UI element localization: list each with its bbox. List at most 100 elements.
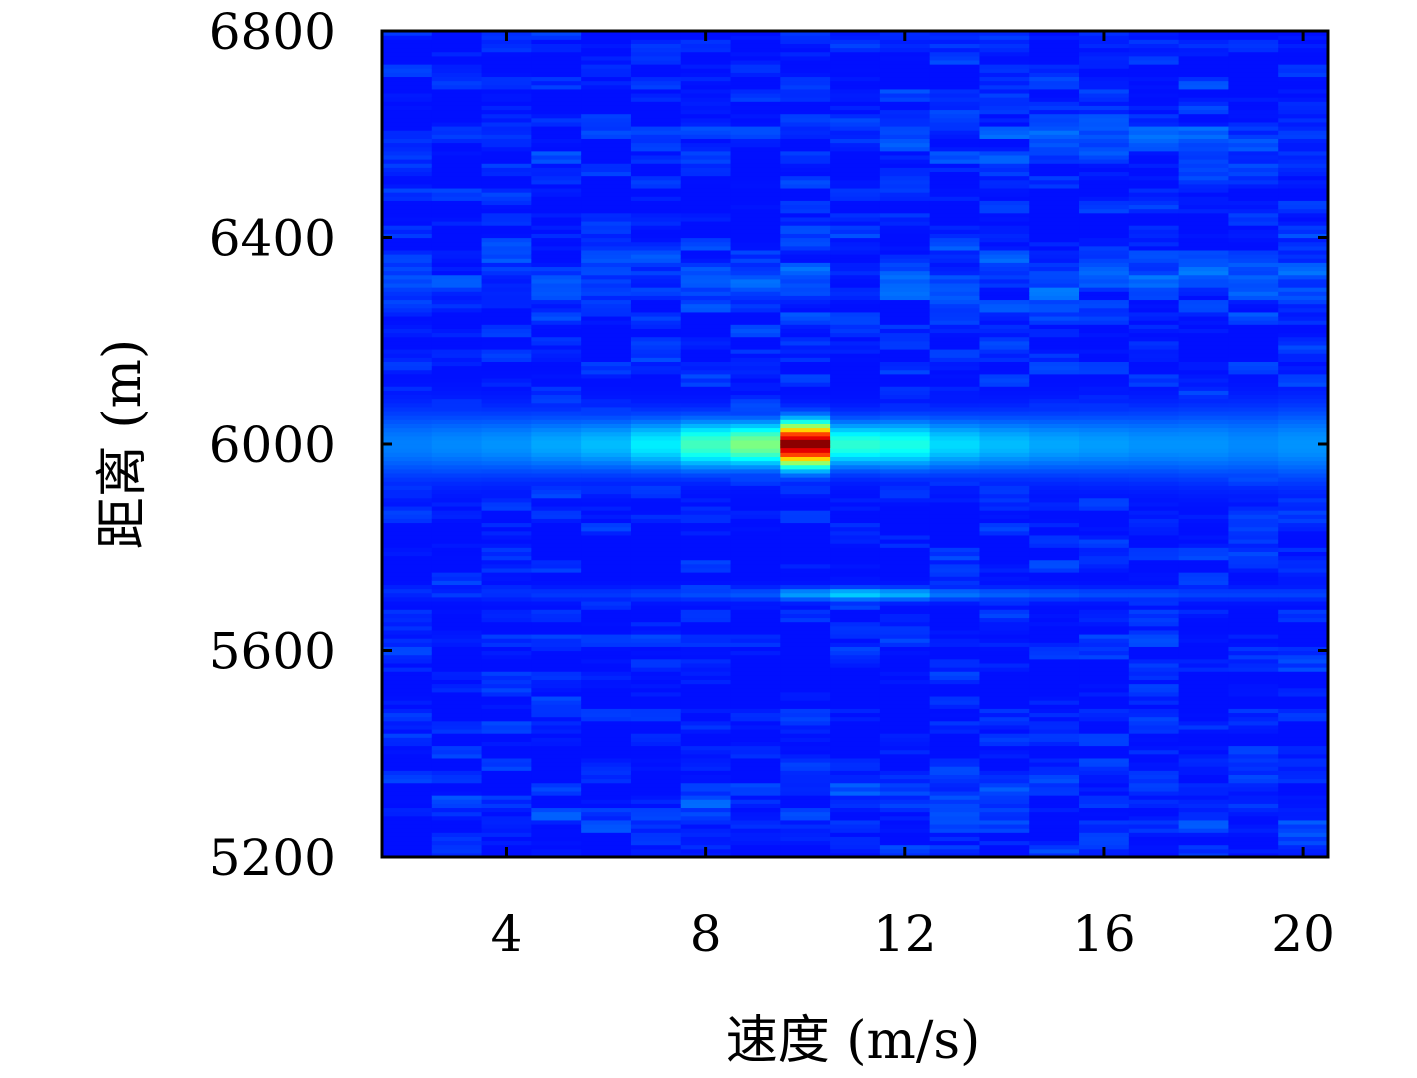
heatmap-cell xyxy=(979,646,1030,652)
heatmap-cell xyxy=(780,646,831,652)
heatmap-cell xyxy=(1079,377,1130,383)
heatmap-cell xyxy=(431,31,483,36)
heatmap-cell xyxy=(630,807,682,813)
heatmap-cell xyxy=(979,567,1030,573)
heatmap-cell xyxy=(680,514,732,519)
heatmap-cell xyxy=(382,572,433,577)
heatmap-cell xyxy=(1029,377,1080,383)
heatmap-cell xyxy=(979,807,1030,813)
heatmap-cell xyxy=(929,547,981,552)
heatmap-cell xyxy=(1029,72,1080,78)
heatmap-cell xyxy=(979,576,1030,581)
heatmap-cell xyxy=(1228,117,1279,123)
heatmap-cell xyxy=(879,667,931,672)
heatmap-cell xyxy=(1178,419,1230,424)
heatmap-cell xyxy=(730,823,781,829)
heatmap-cell xyxy=(630,340,682,346)
heatmap-cell xyxy=(1029,130,1080,135)
heatmap-cell xyxy=(730,278,781,284)
heatmap-cell xyxy=(1178,621,1230,627)
heatmap-cell xyxy=(979,633,1030,639)
heatmap-cell xyxy=(630,638,682,643)
heatmap-cell xyxy=(730,803,781,809)
heatmap-cell xyxy=(1278,555,1329,561)
heatmap-cell xyxy=(1178,270,1230,276)
heatmap-cell xyxy=(630,332,682,338)
heatmap-cell xyxy=(879,662,931,668)
heatmap-cell xyxy=(730,299,781,305)
heatmap-cell xyxy=(1228,270,1279,276)
heatmap-cell xyxy=(879,245,931,251)
heatmap-cell xyxy=(382,216,433,222)
heatmap-cell xyxy=(1029,295,1080,301)
heatmap-cell xyxy=(1178,415,1230,420)
heatmap-cell xyxy=(780,138,831,144)
heatmap-cell xyxy=(581,836,632,842)
heatmap-cell xyxy=(630,584,682,590)
heatmap-cell xyxy=(531,386,582,391)
heatmap-cell xyxy=(1178,291,1230,296)
heatmap-cell xyxy=(1029,534,1080,540)
heatmap-cell xyxy=(1228,650,1279,656)
heatmap-cell xyxy=(830,146,881,152)
heatmap-cell xyxy=(780,477,831,482)
heatmap-cell xyxy=(382,64,433,69)
heatmap-cell xyxy=(979,790,1030,796)
heatmap-cell xyxy=(780,320,831,325)
heatmap-cell xyxy=(730,163,781,168)
heatmap-cell xyxy=(1178,749,1230,755)
heatmap-cell xyxy=(1128,576,1180,581)
heatmap-cell xyxy=(382,208,433,214)
heatmap-cell xyxy=(780,720,831,726)
heatmap-cell xyxy=(830,154,881,160)
heatmap-cell xyxy=(830,287,881,292)
heatmap-cell xyxy=(1079,266,1130,272)
heatmap-cell xyxy=(431,427,483,433)
heatmap-cell xyxy=(1029,76,1080,82)
heatmap-cell xyxy=(382,551,433,557)
heatmap-cell xyxy=(1128,35,1180,40)
heatmap-cell xyxy=(1228,192,1279,197)
heatmap-cell xyxy=(382,848,433,854)
heatmap-cell xyxy=(581,175,632,181)
heatmap-cell xyxy=(979,208,1030,214)
heatmap-cell xyxy=(1128,167,1180,173)
heatmap-cell xyxy=(630,47,682,53)
heatmap-cell xyxy=(481,427,532,433)
heatmap-cell xyxy=(1029,134,1080,139)
heatmap-cell xyxy=(630,208,682,214)
heatmap-cell xyxy=(1029,192,1080,197)
heatmap-cell xyxy=(1128,80,1180,86)
heatmap-cell xyxy=(979,274,1030,280)
heatmap-cell xyxy=(382,613,433,619)
heatmap-cell xyxy=(431,514,483,519)
heatmap-cell xyxy=(680,526,732,532)
x-tick-labels: 4 8 12 16 20 xyxy=(491,905,1335,963)
heatmap-cell xyxy=(431,844,483,850)
heatmap-cell xyxy=(1278,770,1329,775)
heatmap-cell xyxy=(1178,691,1230,697)
heatmap-cell xyxy=(929,522,981,528)
heatmap-cell xyxy=(1228,786,1279,792)
heatmap-cell xyxy=(929,448,981,453)
heatmap-cell xyxy=(1128,852,1180,858)
heatmap-cell xyxy=(481,344,532,350)
heatmap-cell xyxy=(1128,477,1180,482)
heatmap-cell xyxy=(1128,324,1180,329)
heatmap-cell xyxy=(830,88,881,94)
heatmap-cell xyxy=(581,171,632,177)
heatmap-cell xyxy=(780,84,831,90)
heatmap-cell xyxy=(680,807,732,813)
heatmap-cell xyxy=(929,745,981,751)
heatmap-cell xyxy=(481,782,532,788)
heatmap-cell xyxy=(481,274,532,280)
heatmap-cell xyxy=(481,163,532,168)
heatmap-cell xyxy=(581,435,632,441)
heatmap-cell xyxy=(730,258,781,263)
heatmap-cell xyxy=(581,567,632,573)
heatmap-cell xyxy=(979,456,1030,462)
heatmap-cell xyxy=(730,514,781,519)
heatmap-cell xyxy=(780,361,831,367)
heatmap-cell xyxy=(630,287,682,292)
heatmap-cell xyxy=(1228,695,1279,701)
